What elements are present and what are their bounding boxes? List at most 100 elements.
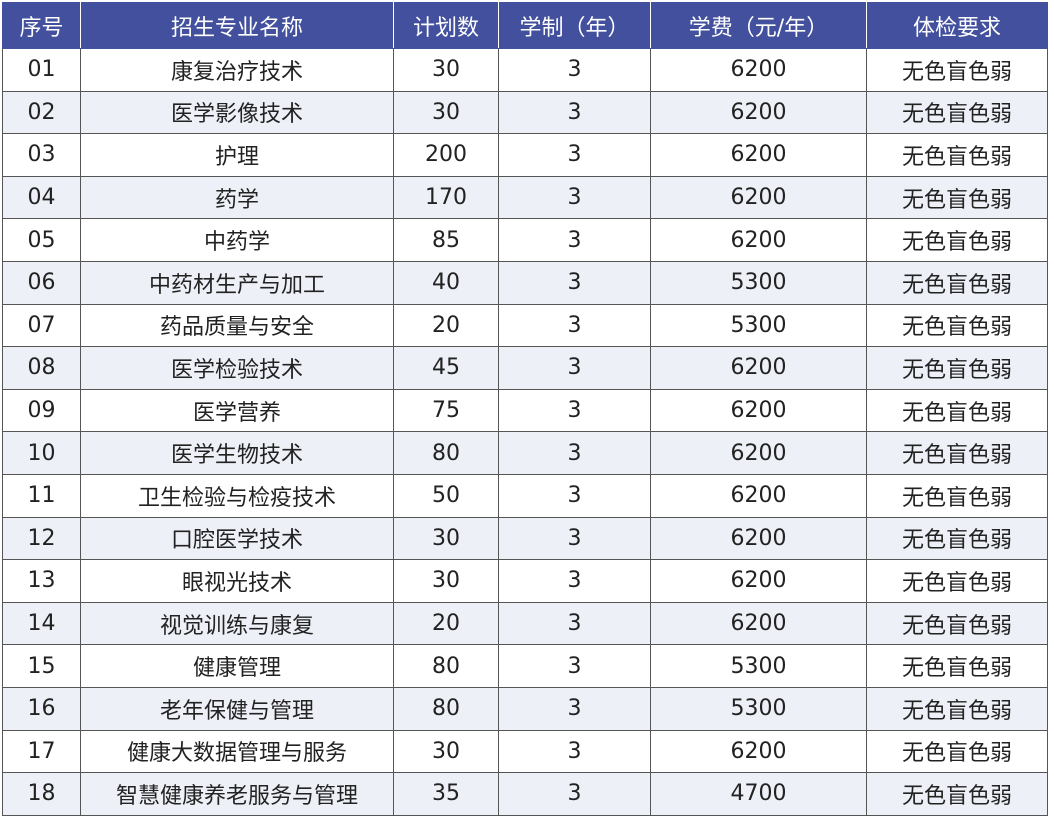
table-cell: 医学营养	[80, 388, 394, 433]
table-cell: 3	[498, 388, 651, 433]
table-cell: 3	[498, 175, 651, 220]
table-cell: 14	[2, 601, 81, 646]
table-cell: 无色盲色弱	[866, 772, 1048, 816]
table-cell: 80	[393, 644, 499, 688]
table-cell: 3	[498, 601, 651, 646]
table-cell: 18	[2, 772, 81, 816]
table-row: 10 医学生物技术 80 3 6200 无色盲色弱	[2, 431, 1048, 475]
table-row: 14 视觉训练与康复 20 3 6200 无色盲色弱	[2, 601, 1048, 646]
table-cell: 6200	[650, 133, 867, 177]
header-cell: 学费（元/年）	[650, 2, 867, 49]
table-cell: 6200	[650, 601, 867, 646]
table-cell: 07	[2, 303, 81, 348]
table-cell: 80	[393, 431, 499, 475]
table-cell: 药品质量与安全	[80, 303, 394, 348]
table-cell: 6200	[650, 90, 867, 135]
table-cell: 5300	[650, 644, 867, 688]
table-cell: 6200	[650, 559, 867, 603]
table-cell: 30	[393, 516, 499, 561]
table-row: 17 健康大数据管理与服务 30 3 6200 无色盲色弱	[2, 729, 1048, 774]
table-cell: 3	[498, 303, 651, 348]
table-cell: 08	[2, 346, 81, 390]
table-cell: 05	[2, 218, 81, 262]
table-cell: 无色盲色弱	[866, 559, 1048, 603]
table-row: 05 中药学 85 3 6200 无色盲色弱	[2, 218, 1048, 262]
table-row: 06 中药材生产与加工 40 3 5300 无色盲色弱	[2, 260, 1048, 305]
table-cell: 无色盲色弱	[866, 473, 1048, 518]
table-cell: 6200	[650, 346, 867, 390]
table-cell: 健康管理	[80, 644, 394, 688]
table-row: 03 护理 200 3 6200 无色盲色弱	[2, 133, 1048, 177]
table-row: 04 药学 170 3 6200 无色盲色弱	[2, 175, 1048, 220]
header-row: 序号 招生专业名称 计划数 学制（年） 学费（元/年） 体检要求	[2, 2, 1048, 49]
table-cell: 16	[2, 686, 81, 731]
header-cell: 体检要求	[866, 2, 1048, 49]
table-cell: 10	[2, 431, 81, 475]
table-cell: 6200	[650, 175, 867, 220]
table-cell: 80	[393, 686, 499, 731]
table-cell: 6200	[650, 431, 867, 475]
header-cell: 学制（年）	[498, 2, 651, 49]
table-cell: 无色盲色弱	[866, 516, 1048, 561]
table-cell: 03	[2, 133, 81, 177]
table-cell: 17	[2, 729, 81, 774]
table-cell: 无色盲色弱	[866, 90, 1048, 135]
table-cell: 30	[393, 559, 499, 603]
table-cell: 3	[498, 473, 651, 518]
table-cell: 口腔医学技术	[80, 516, 394, 561]
table-cell: 无色盲色弱	[866, 431, 1048, 475]
table-cell: 无色盲色弱	[866, 686, 1048, 731]
table-cell: 15	[2, 644, 81, 688]
table-cell: 5300	[650, 260, 867, 305]
table-cell: 3	[498, 559, 651, 603]
table-cell: 卫生检验与检疫技术	[80, 473, 394, 518]
table-cell: 眼视光技术	[80, 559, 394, 603]
table-cell: 3	[498, 729, 651, 774]
header-cell: 序号	[2, 2, 81, 49]
table-cell: 无色盲色弱	[866, 303, 1048, 348]
table-cell: 3	[498, 644, 651, 688]
table-row: 12 口腔医学技术 30 3 6200 无色盲色弱	[2, 516, 1048, 561]
header-cell: 计划数	[393, 2, 499, 49]
table-cell: 20	[393, 303, 499, 348]
table-cell: 3	[498, 686, 651, 731]
table-cell: 老年保健与管理	[80, 686, 394, 731]
table-cell: 无色盲色弱	[866, 175, 1048, 220]
table-cell: 200	[393, 133, 499, 177]
table-cell: 12	[2, 516, 81, 561]
table-cell: 11	[2, 473, 81, 518]
table-cell: 06	[2, 260, 81, 305]
table-row: 08 医学检验技术 45 3 6200 无色盲色弱	[2, 346, 1048, 390]
table-cell: 3	[498, 218, 651, 262]
table-row: 15 健康管理 80 3 5300 无色盲色弱	[2, 644, 1048, 688]
table-cell: 6200	[650, 388, 867, 433]
table-cell: 6200	[650, 729, 867, 774]
table-row: 09 医学营养 75 3 6200 无色盲色弱	[2, 388, 1048, 433]
table-row: 11 卫生检验与检疫技术 50 3 6200 无色盲色弱	[2, 473, 1048, 518]
table-cell: 01	[2, 48, 81, 92]
table-cell: 3	[498, 260, 651, 305]
table-cell: 3	[498, 516, 651, 561]
table-cell: 50	[393, 473, 499, 518]
table-cell: 无色盲色弱	[866, 346, 1048, 390]
table-cell: 无色盲色弱	[866, 388, 1048, 433]
table-body: 01 康复治疗技术 30 3 6200 无色盲色弱 02 医学影像技术 30 3 6200 无色盲色弱…	[2, 48, 1048, 816]
table-cell: 3	[498, 90, 651, 135]
header-cell: 招生专业名称	[80, 2, 394, 49]
table-cell: 医学生物技术	[80, 431, 394, 475]
table-cell: 13	[2, 559, 81, 603]
table-row: 18 智慧健康养老服务与管理 35 3 4700 无色盲色弱	[2, 772, 1048, 816]
table-cell: 无色盲色弱	[866, 48, 1048, 92]
table-row: 07 药品质量与安全 20 3 5300 无色盲色弱	[2, 303, 1048, 348]
table-cell: 4700	[650, 772, 867, 816]
table-cell: 3	[498, 431, 651, 475]
table-cell: 5300	[650, 686, 867, 731]
table-cell: 09	[2, 388, 81, 433]
table-cell: 3	[498, 133, 651, 177]
table-cell: 康复治疗技术	[80, 48, 394, 92]
table-cell: 无色盲色弱	[866, 729, 1048, 774]
table-cell: 健康大数据管理与服务	[80, 729, 394, 774]
table-row: 02 医学影像技术 30 3 6200 无色盲色弱	[2, 90, 1048, 135]
table-row: 13 眼视光技术 30 3 6200 无色盲色弱	[2, 559, 1048, 603]
table-cell: 02	[2, 90, 81, 135]
